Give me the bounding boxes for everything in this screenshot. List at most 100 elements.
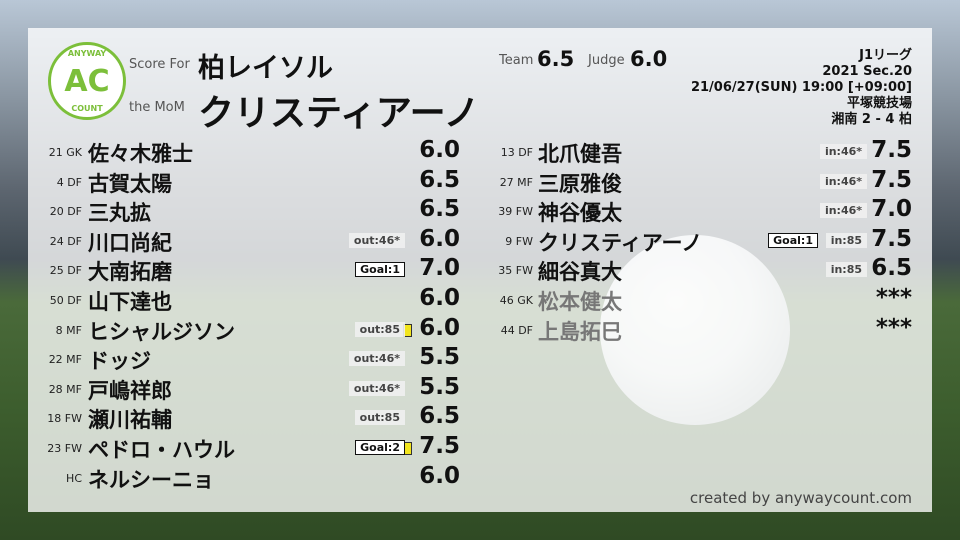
player-score: 6.5 [871, 255, 912, 282]
match-info: J1リーグ 2021 Sec.20 21/06/27(SUN) 19:00 [+… [691, 48, 912, 128]
player-score: 6.5 [419, 196, 460, 223]
player-row: 22 MF ドッジ 5.5 out:46* [0, 344, 960, 374]
logo-center-text: AC [64, 63, 110, 99]
league: J1リーグ [859, 48, 912, 63]
player-row: 8 MF ヒシャルジソン 6.0 out:85 [0, 315, 960, 345]
player-score: 6.5 [419, 166, 460, 193]
player-score: 6.5 [419, 403, 460, 430]
player-row: 27 MF 三原雅俊 7.5 in:46* [0, 167, 960, 197]
player-name: 上島拓巳 [538, 319, 622, 344]
team-name: 柏レイソル [198, 53, 333, 84]
substitution-tag: in:46* [819, 144, 867, 159]
substitution-tag: out:46* [348, 351, 405, 367]
player-row: 23 FW ペドロ・ハウル 7.5 Goal:2 [0, 433, 960, 463]
player-number-position: 22 MF [48, 353, 82, 367]
player-row: 20 DF 三丸拡 6.5 [0, 196, 960, 226]
section: 2021 Sec.20 [822, 64, 912, 79]
player-name: ヒシャルジソン [88, 319, 235, 344]
player-row: 39 FW 神谷優太 7.0 in:46* [0, 196, 960, 226]
player-score: *** [875, 285, 912, 311]
datetime: 21/06/27(SUN) 19:00 [+09:00] [690, 80, 912, 95]
mom-name: クリスティアーノ [198, 93, 480, 134]
player-name: 山下達也 [88, 290, 172, 314]
player-name: 細谷真大 [538, 260, 622, 285]
score-for-label: Score For [129, 57, 190, 72]
player-name: 川口尚紀 [88, 230, 172, 255]
player-score: 6.0 [419, 314, 460, 341]
player-name: 神谷優太 [538, 201, 622, 226]
goal-badge: Goal:2 [355, 440, 405, 455]
player-score: 6.0 [419, 225, 460, 252]
player-score: *** [875, 314, 912, 341]
result: 湘南 2 - 4 柏 [831, 112, 912, 127]
substitution-tag: in:46* [819, 173, 867, 189]
player-name: 松本健太 [538, 290, 622, 314]
substitution-tag: in:46* [819, 203, 867, 219]
substitution-tag: out:46* [348, 232, 405, 248]
player-number-position: 39 FW [498, 205, 533, 219]
player-name: ペドロ・ハウル [88, 438, 235, 462]
player-score: 5.5 [419, 344, 460, 371]
player-score: 7.5 [871, 137, 912, 163]
player-name: ドッジ [88, 349, 151, 374]
player-score: 7.0 [419, 255, 460, 282]
goal-badge: Goal:1 [355, 262, 405, 278]
anywaycount-logo: ANYWAY AC COUNT [48, 42, 126, 120]
player-row: HC ネルシーニョ 6.0 [0, 463, 960, 493]
player-name: 瀬川祐輔 [88, 408, 172, 433]
player-score: 7.5 [871, 166, 912, 193]
venue: 平塚競技場 [846, 96, 912, 111]
player-name: 北爪健吾 [538, 142, 622, 166]
player-number-position: HC [66, 471, 82, 485]
player-row: 46 GK 松本健太 *** [0, 285, 960, 315]
player-name: ネルシーニョ [88, 467, 214, 492]
player-row: 13 DF 北爪健吾 7.5 in:46* [0, 137, 960, 167]
team-score: 6.5 [537, 47, 575, 71]
player-number-position: 21 GK [48, 146, 82, 159]
player-row: 28 MF 戸嶋祥郎 5.5 out:46* [0, 374, 960, 404]
player-number-position: 25 DF [49, 264, 82, 278]
substitution-tag: out:85 [354, 410, 405, 426]
player-row: 9 FW クリスティアーノ 7.5 in:85 Goal:1 [0, 226, 960, 256]
player-name: 古賀太陽 [88, 171, 172, 196]
player-name: 大南拓磨 [88, 260, 172, 285]
team-label: Team [499, 53, 534, 68]
player-row: 25 DF 大南拓磨 7.0 Goal:1 [0, 255, 960, 285]
player-score: 7.5 [419, 433, 460, 459]
player-row: 35 FW 細谷真大 6.5 in:85 [0, 255, 960, 285]
logo-top-text: ANYWAY [67, 49, 107, 58]
player-name: 三丸拡 [88, 201, 151, 226]
player-number-position: 50 DF [49, 294, 82, 307]
player-score: 6.0 [419, 285, 460, 311]
credit: created by anywaycount.com [689, 489, 912, 507]
logo-bottom-text: COUNT [71, 104, 103, 113]
goal-badge: Goal:1 [768, 232, 818, 248]
player-name: 戸嶋祥郎 [88, 378, 172, 403]
player-number-position: 20 DF [49, 205, 82, 219]
player-number-position: 18 FW [47, 412, 82, 426]
player-name: 佐々木雅士 [88, 142, 193, 166]
player-score: 7.5 [871, 225, 912, 252]
player-row: 21 GK 佐々木雅士 6.0 [0, 137, 960, 167]
score-panel [28, 28, 932, 512]
substitution-tag: out:85 [354, 321, 405, 337]
player-number-position: 35 FW [498, 264, 533, 278]
player-number-position: 27 MF [499, 175, 533, 189]
player-score: 7.0 [871, 196, 912, 223]
player-number-position: 44 DF [500, 323, 533, 337]
player-row: 4 DF 古賀太陽 6.5 [0, 167, 960, 197]
player-number-position: 4 DF [56, 175, 82, 189]
player-number-position: 24 DF [49, 234, 82, 248]
player-number-position: 46 GK [499, 294, 533, 307]
substitution-tag: in:85 [825, 232, 867, 248]
substitution-tag: in:85 [825, 262, 867, 278]
player-number-position: 23 FW [47, 442, 82, 455]
player-row: 18 FW 瀬川祐輔 6.5 out:85 [0, 403, 960, 433]
judge-label: Judge [588, 53, 625, 68]
player-score: 6.0 [419, 137, 460, 163]
player-row: 44 DF 上島拓巳 *** [0, 315, 960, 345]
player-name: クリスティアーノ [538, 230, 703, 255]
player-number-position: 13 DF [500, 146, 533, 159]
mom-label: the MoM [129, 100, 185, 115]
player-number-position: 9 FW [505, 234, 533, 248]
